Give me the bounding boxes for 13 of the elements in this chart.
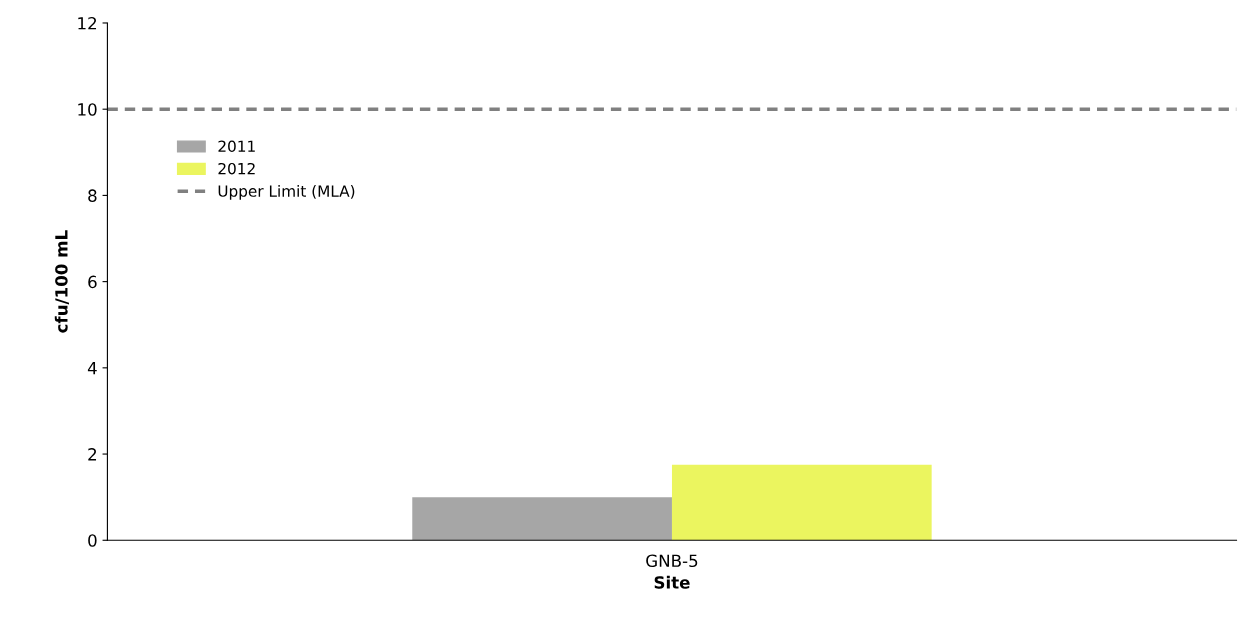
y-tick-label: 12 xyxy=(78,16,97,30)
legend-label: Upper Limit (MLA) xyxy=(218,185,355,200)
y-tick-label: 6 xyxy=(88,275,97,289)
legend-label: 2012 xyxy=(218,162,255,175)
y-tick-label: 8 xyxy=(88,189,97,202)
y-tick-label: 4 xyxy=(87,362,97,375)
y-tick-label: 0 xyxy=(88,534,97,547)
x-axis-title: Site xyxy=(654,575,690,589)
y-axis-title: cfu/100 mL xyxy=(54,230,70,333)
legend-label: 2011 xyxy=(218,140,255,153)
y-tick-label: 10 xyxy=(78,103,97,116)
x-tick-label: GNB-5 xyxy=(646,554,698,568)
y-tick-label: 2 xyxy=(88,448,97,461)
